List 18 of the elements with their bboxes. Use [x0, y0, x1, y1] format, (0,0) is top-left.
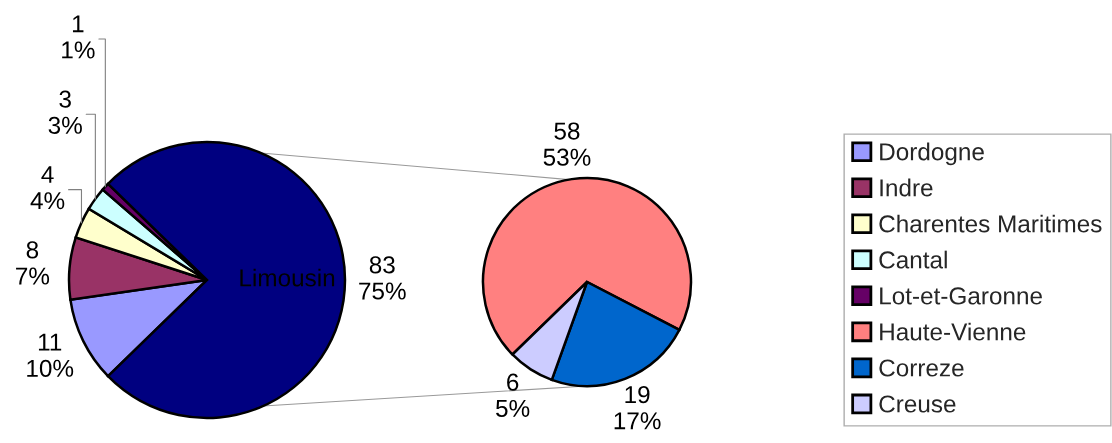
- data-label: 3 3%: [48, 90, 82, 134]
- data-label: 83 75%: [359, 256, 406, 300]
- data-label: 8 7%: [16, 241, 50, 285]
- data-label: 58 53%: [543, 122, 591, 166]
- data-label: 11 10%: [27, 333, 74, 377]
- legend-label: Lot-et-Garonne: [880, 287, 1042, 305]
- legend-label: Correze: [879, 359, 964, 377]
- data-label: 19 17%: [614, 386, 661, 430]
- legend-label: Charentes Maritimes: [879, 214, 1102, 233]
- legend-label: Cantal: [879, 250, 947, 269]
- data-label: 6 5%: [496, 373, 530, 417]
- legend-label: Creuse: [879, 395, 956, 413]
- data-label: 4 4%: [30, 166, 65, 210]
- legend-label: Haute-Vienne: [880, 322, 1026, 341]
- data-label: 1 1%: [62, 15, 95, 59]
- slice-label: Limousin: [240, 268, 335, 287]
- legend-label: Indre: [880, 178, 933, 197]
- legend-label: Dordogne: [880, 142, 984, 166]
